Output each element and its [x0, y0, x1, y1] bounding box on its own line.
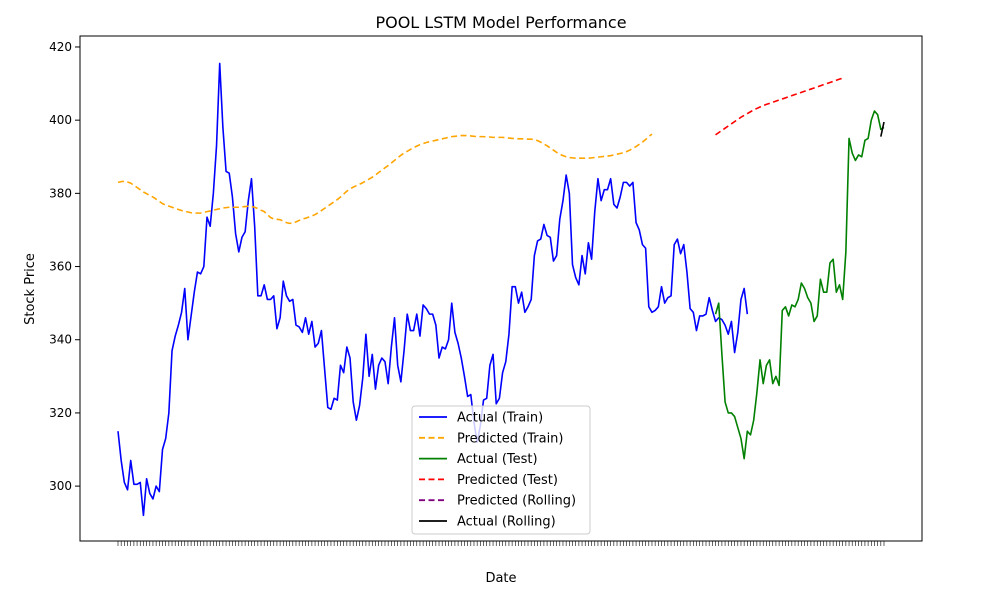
y-tick-label: 360	[49, 260, 72, 274]
legend-box	[411, 405, 591, 535]
y-tick-label: 380	[49, 186, 72, 200]
series-line-actual-rolling	[880, 121, 885, 137]
y-tick-label: 400	[49, 113, 72, 127]
legend-label: Actual (Train)	[457, 411, 543, 426]
legend-label: Predicted (Test)	[457, 473, 558, 488]
plot-area	[79, 35, 923, 542]
y-tick-label: 320	[49, 406, 72, 420]
y-tick-label: 420	[49, 40, 72, 54]
series-line-actual-test	[714, 110, 885, 460]
y-axis-title: Stock Price	[23, 253, 38, 325]
series-layer	[117, 62, 885, 517]
y-tick-label: 340	[49, 333, 72, 347]
y-axis: 300 320 340 360 380 400 420	[49, 40, 80, 493]
legend: Actual (Train) Predicted (Train) Actual (T…	[411, 405, 591, 535]
x-axis	[117, 541, 885, 546]
chart-title: POOL LSTM Model Performance	[375, 13, 626, 32]
plot-frame	[79, 35, 923, 542]
series-line-predicted-test	[715, 77, 843, 136]
legend-label: Actual (Rolling)	[457, 515, 556, 530]
legend-label: Actual (Test)	[457, 452, 538, 467]
y-tick-label: 300	[49, 479, 72, 493]
legend-label: Predicted (Train)	[457, 431, 564, 446]
series-line-predicted-train	[117, 133, 653, 225]
series-line-actual-train	[117, 62, 749, 517]
x-axis-title: Date	[485, 571, 516, 586]
legend-label: Predicted (Rolling)	[457, 494, 576, 509]
